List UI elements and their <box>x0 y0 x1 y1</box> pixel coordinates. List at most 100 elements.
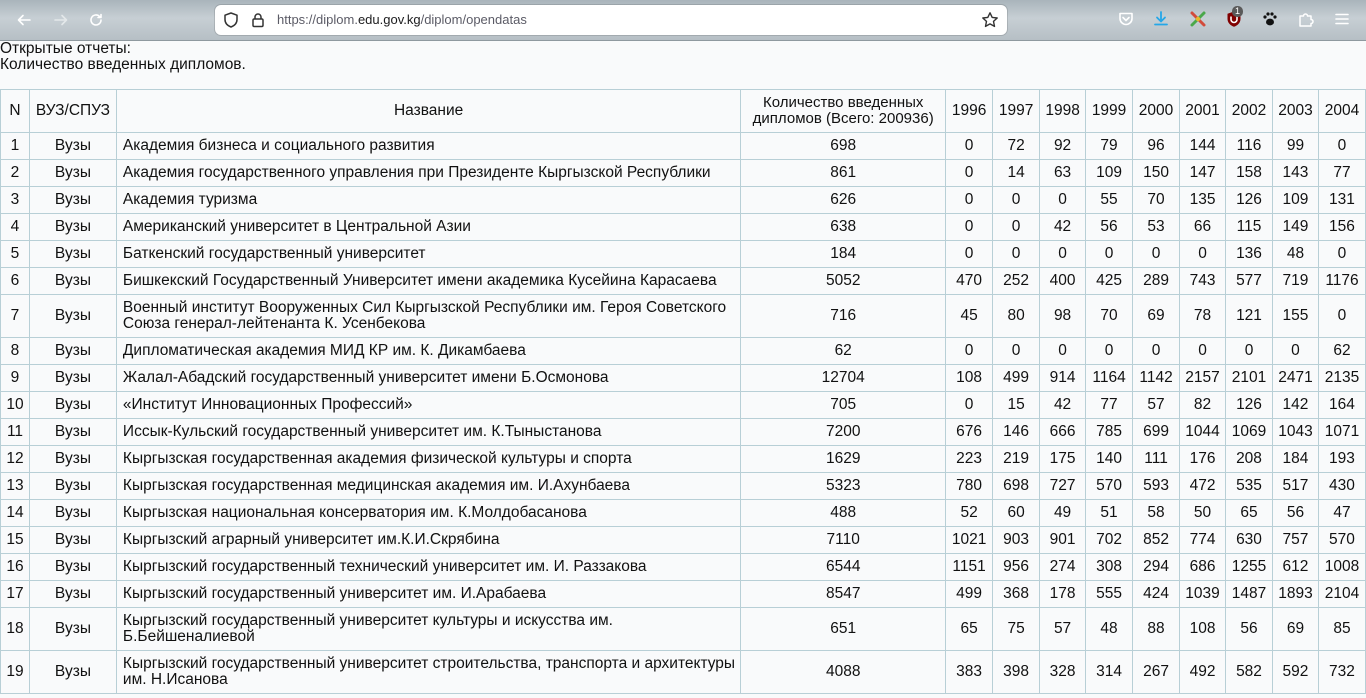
arrow-left-icon <box>17 14 31 26</box>
year-count-cell: 82 <box>1179 391 1227 419</box>
year-count-cell: 14 <box>992 159 1041 187</box>
back-button[interactable] <box>10 6 38 34</box>
year-count-cell: 472 <box>1179 472 1227 500</box>
download-icon[interactable] <box>1151 9 1171 29</box>
year-count-cell: 0 <box>1179 240 1227 268</box>
institution-type-cell: Вузы <box>28 159 117 187</box>
year-count-cell: 57 <box>1039 607 1087 651</box>
year-count-cell: 430 <box>1317 472 1366 500</box>
header-year: 2000 <box>1132 89 1181 133</box>
year-count-cell: 274 <box>1039 553 1087 581</box>
year-count-cell: 85 <box>1317 607 1366 651</box>
row-number-cell: 11 <box>0 418 30 446</box>
institution-type-cell: Вузы <box>28 213 117 241</box>
year-count-cell: 0 <box>1317 240 1366 268</box>
year-count-cell: 116 <box>1225 132 1273 160</box>
page-subtitle: Количество введенных дипломов. <box>0 56 246 73</box>
row-number-cell: 10 <box>0 391 30 419</box>
year-count-cell: 0 <box>1317 294 1366 338</box>
bookmark-star-icon[interactable] <box>981 11 999 29</box>
year-count-cell: 289 <box>1132 267 1181 295</box>
year-count-cell: 400 <box>1039 267 1087 295</box>
total-diplomas-cell: 626 <box>740 186 947 214</box>
row-number-cell: 8 <box>0 337 30 365</box>
institution-type-cell: Вузы <box>28 418 117 446</box>
year-count-cell: 1021 <box>945 526 994 554</box>
address-bar[interactable]: https://diplom.edu.gov.kg/diplom/opendat… <box>215 5 1007 35</box>
header-year: 2004 <box>1317 89 1366 133</box>
year-count-cell: 184 <box>1272 445 1319 473</box>
arrow-right-icon <box>54 14 68 26</box>
institution-name-cell: Кыргызский государственный университет к… <box>115 607 742 651</box>
year-count-cell: 0 <box>1039 337 1087 365</box>
year-count-cell: 158 <box>1225 159 1273 187</box>
year-count-cell: 903 <box>992 526 1041 554</box>
institution-type-cell: Вузы <box>28 132 117 160</box>
header-year: 2002 <box>1225 89 1273 133</box>
extensions-puzzle-icon[interactable] <box>1296 9 1316 29</box>
year-count-cell: 108 <box>945 364 994 392</box>
pocket-icon[interactable] <box>1116 9 1136 29</box>
row-number-cell: 13 <box>0 472 30 500</box>
forward-button[interactable] <box>47 6 75 34</box>
year-count-cell: 140 <box>1085 445 1134 473</box>
institution-name-cell: Кыргызский государственный университет и… <box>115 580 742 608</box>
total-diplomas-cell: 861 <box>740 159 947 187</box>
row-number-cell: 16 <box>0 553 30 581</box>
institution-type-cell: Вузы <box>28 240 117 268</box>
year-count-cell: 208 <box>1225 445 1273 473</box>
extension-puzzle-color-icon[interactable] <box>1188 9 1208 29</box>
year-count-cell: 0 <box>1085 337 1134 365</box>
reload-button[interactable] <box>82 6 110 34</box>
year-count-cell: 99 <box>1272 132 1319 160</box>
year-count-cell: 499 <box>945 580 994 608</box>
institution-name-cell: Кыргызская государственная медицинская а… <box>115 472 742 500</box>
year-count-cell: 0 <box>992 337 1041 365</box>
year-count-cell: 126 <box>1225 186 1273 214</box>
url-text[interactable]: https://diplom.edu.gov.kg/diplom/opendat… <box>277 12 527 27</box>
year-count-cell: 555 <box>1085 580 1134 608</box>
year-count-cell: 398 <box>992 650 1041 694</box>
year-count-cell: 308 <box>1085 553 1134 581</box>
year-count-cell: 0 <box>992 213 1041 241</box>
institution-name-cell: Кыргызский аграрный университет им.К.И.С… <box>115 526 742 554</box>
institution-name-cell: Иссык-Кульский государственный университ… <box>115 418 742 446</box>
lock-icon[interactable] <box>249 11 267 29</box>
page-title: Открытые отчеты: <box>0 40 131 57</box>
year-count-cell: 424 <box>1132 580 1181 608</box>
row-number-cell: 18 <box>0 607 30 651</box>
shield-icon[interactable] <box>222 11 240 29</box>
extension-badge: 1 <box>1232 6 1244 17</box>
year-count-cell: 702 <box>1085 526 1134 554</box>
url-prefix: https://diplom. <box>277 12 358 27</box>
year-count-cell: 65 <box>1225 499 1273 527</box>
year-count-cell: 178 <box>1039 580 1087 608</box>
year-count-cell: 142 <box>1272 391 1319 419</box>
table-row: 3 Вузы Академия туризма 626 0 0 0 55 70 135 126 109… <box>0 186 1366 214</box>
table-row: 6 Вузы Бишкекский Государственный Универси… <box>0 267 1366 295</box>
year-count-cell: 2157 <box>1179 364 1227 392</box>
year-count-cell: 852 <box>1132 526 1181 554</box>
year-count-cell: 176 <box>1179 445 1227 473</box>
header-total: Количество введенных дипломов (Всего: 20… <box>740 89 947 133</box>
year-count-cell: 69 <box>1132 294 1181 338</box>
year-count-cell: 80 <box>992 294 1041 338</box>
year-count-cell: 2135 <box>1317 364 1366 392</box>
year-count-cell: 0 <box>1225 337 1273 365</box>
header-year: 1998 <box>1039 89 1087 133</box>
year-count-cell: 96 <box>1132 132 1181 160</box>
institution-type-cell: Вузы <box>28 526 117 554</box>
year-count-cell: 267 <box>1132 650 1181 694</box>
year-count-cell: 0 <box>1132 240 1181 268</box>
year-count-cell: 1164 <box>1085 364 1134 392</box>
paw-extension-icon[interactable] <box>1260 9 1280 29</box>
year-count-cell: 0 <box>1179 337 1227 365</box>
year-count-cell: 698 <box>992 472 1041 500</box>
header-n: N <box>0 89 30 133</box>
header-year: 1997 <box>992 89 1041 133</box>
year-count-cell: 901 <box>1039 526 1087 554</box>
hamburger-menu-icon[interactable] <box>1332 9 1352 29</box>
header-name: Название <box>115 89 742 133</box>
year-count-cell: 582 <box>1225 650 1273 694</box>
row-number-cell: 3 <box>0 186 30 214</box>
